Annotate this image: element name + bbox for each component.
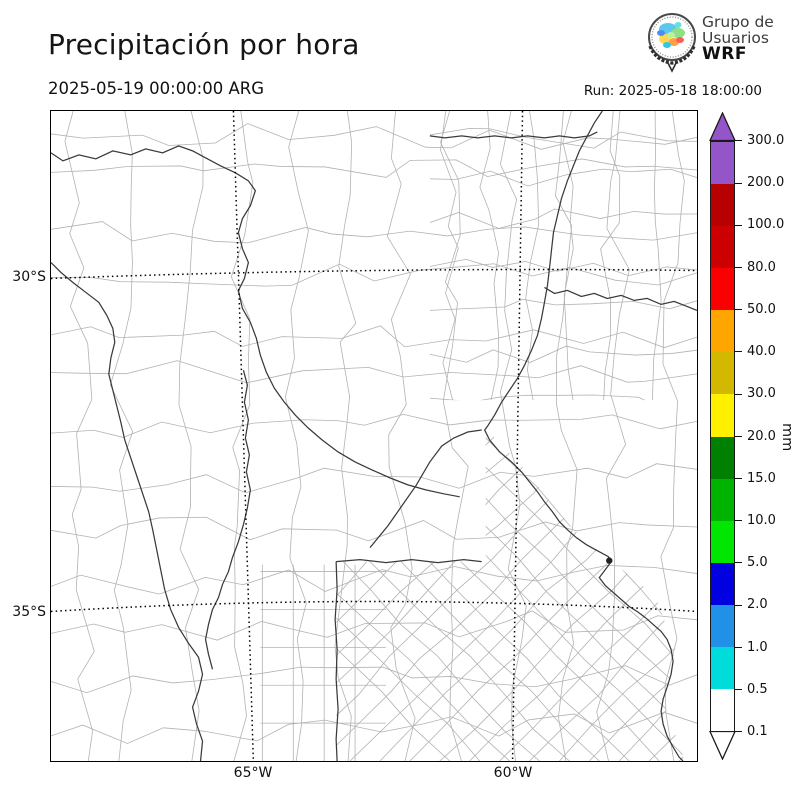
colorbar-segment — [711, 646, 734, 690]
wrf-users-group-logo: Grupo de Usuarios WRF — [644, 10, 794, 74]
colorbar-segment — [711, 436, 734, 479]
colorbar-segment — [711, 184, 734, 227]
lat-label-35s: 35°S — [12, 604, 46, 620]
colorbar-segment — [711, 689, 734, 732]
colorbar-tick-label: 0.1 — [747, 724, 768, 739]
colorbar-segment — [711, 310, 734, 353]
map-panel — [50, 110, 698, 762]
colorbar-segment — [711, 478, 734, 521]
colorbar-tickmark — [735, 182, 742, 184]
colorbar-tick-label: 1.0 — [747, 639, 768, 655]
colorbar-segment — [711, 520, 734, 563]
colorbar-tick-label: 30.0 — [747, 386, 776, 402]
colorbar-segment — [711, 142, 734, 185]
lon-label-60w: 60°W — [493, 765, 533, 781]
colorbar-tickmark — [735, 140, 742, 142]
colorbar-tickmark — [735, 224, 742, 226]
colorbar-tickmark — [735, 520, 742, 522]
logo-text-line1: Grupo de — [702, 13, 774, 31]
colorbar-unit-label: mm — [779, 423, 795, 452]
colorbar-segment — [711, 394, 734, 437]
lat-label-30s: 30°S — [12, 269, 46, 285]
colorbar-segment — [711, 352, 734, 395]
logo-seal-icon — [648, 13, 696, 73]
colorbar-tickmark — [735, 478, 742, 479]
colorbar-tickmark — [735, 309, 742, 311]
colorbar-tickmark — [735, 562, 742, 564]
map-canvas — [51, 111, 697, 761]
colorbar-tick-label: 100.0 — [747, 217, 785, 233]
colorbar-tick-label: 80.0 — [747, 259, 776, 275]
colorbar-tickmark — [735, 689, 742, 691]
colorbar-segment — [711, 562, 734, 605]
colorbar-tick-label: 2.0 — [747, 597, 768, 613]
page-title: Precipitación por hora — [48, 28, 360, 61]
colorbar-tickmark — [735, 435, 742, 437]
colorbar-bar — [710, 141, 735, 732]
colorbar-tickmark — [735, 731, 742, 733]
colorbar-tick-label: 50.0 — [747, 301, 776, 317]
colorbar-tick-label: 5.0 — [747, 555, 768, 571]
colorbar-tickmark — [735, 604, 742, 606]
colorbar-extend-under-arrow — [709, 731, 736, 760]
valid-time-label: 2025-05-19 00:00:00 ARG — [48, 79, 265, 98]
colorbar-extend-over-arrow — [709, 112, 736, 141]
colorbar-tickmark — [735, 351, 742, 353]
colorbar-tick-label: 20.0 — [747, 428, 776, 444]
colorbar-tick-label: 0.5 — [747, 681, 768, 697]
lon-label-65w: 65°W — [233, 765, 273, 781]
logo-text-line2: Usuarios — [702, 29, 769, 47]
colorbar-tick-label: 40.0 — [747, 344, 776, 360]
colorbar-tickmark — [735, 646, 742, 648]
colorbar-segment — [711, 268, 734, 311]
colorbar-tickmark — [735, 393, 742, 395]
logo-text-wrf: WRF — [702, 44, 747, 64]
run-time-label: Run: 2025-05-18 18:00:00 — [583, 83, 762, 99]
colorbar-tick-label: 200.0 — [747, 175, 785, 191]
colorbar-tick-label: 15.0 — [747, 470, 776, 486]
colorbar-segment — [711, 604, 734, 647]
colorbar-tick-label: 300.0 — [747, 133, 785, 148]
colorbar-segment — [711, 226, 734, 269]
colorbar-tickmark — [735, 266, 742, 268]
colorbar-tick-label: 10.0 — [747, 512, 776, 528]
